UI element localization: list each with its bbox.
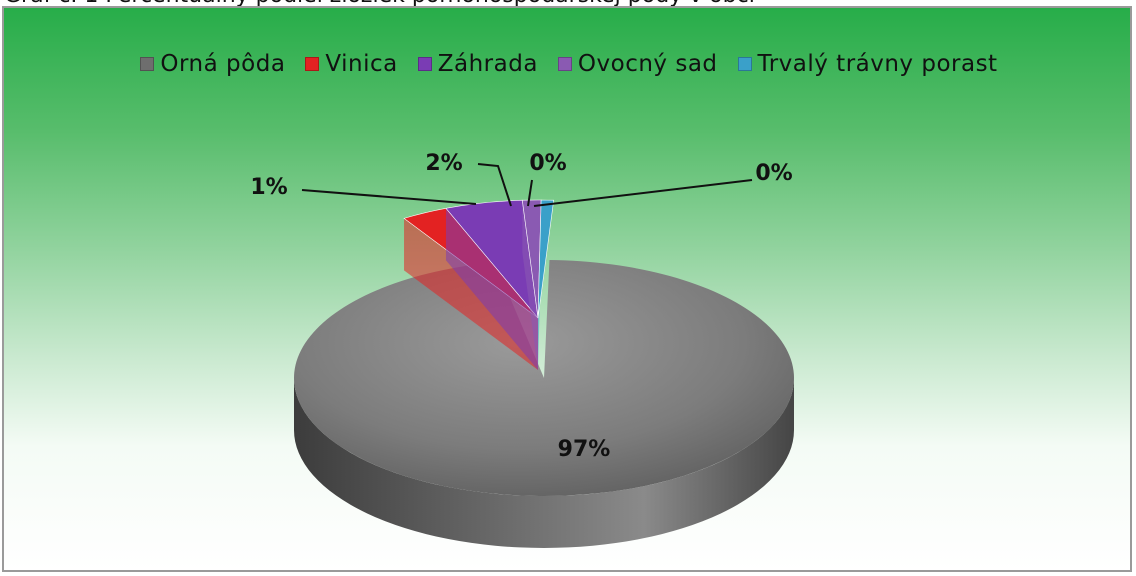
pie-slice-zahrada-side (445, 208, 538, 370)
legend-label: Ovocný sad (577, 51, 718, 77)
pie-slice-ovocny-sad-side (522, 200, 538, 370)
legend-item-zahrada: Záhrada (417, 51, 538, 77)
legend-label: Orná pôda (160, 51, 286, 77)
legend-swatch (140, 57, 155, 71)
legend-swatch (737, 57, 752, 71)
data-label-ovocny-sad: 0% (529, 151, 566, 176)
pie-chart: 97% 1% 2% 0% 0% (250, 151, 795, 548)
legend-label: Záhrada (437, 51, 538, 77)
legend-item-ovocny-sad: Ovocný sad (557, 51, 718, 77)
legend-swatch (557, 57, 572, 71)
data-label-orna-poda: 97% (558, 437, 611, 462)
legend-item-trvaly-travny-porast: Trvalý trávny porast (737, 51, 998, 77)
legend-swatch (305, 57, 320, 71)
data-label-vinica: 1% (250, 175, 287, 200)
legend-item-orna-poda: Orná pôda (140, 51, 285, 77)
chart-area: Orná pôda Vinica Záhrada Ovocný sad Trva… (2, 6, 1132, 572)
legend-label: Vinica (325, 51, 398, 77)
figure-caption: Graf č. 1 Percentuálny podiel zložiek po… (4, 0, 755, 8)
leader-line-ovocny-sad (527, 179, 533, 207)
pie-slice-side-orna-poda (294, 378, 794, 548)
leader-line-vinica (301, 189, 477, 205)
pie-slice-vinica-side (404, 218, 538, 370)
data-label-trvaly-travny-porast: 0% (755, 161, 792, 186)
pie-slice-orna-poda (294, 260, 795, 496)
leader-line-zahrada (477, 163, 512, 207)
pie-slice-trvaly-travny-porast (537, 199, 555, 319)
legend-swatch (417, 57, 432, 71)
legend-item-vinica: Vinica (305, 51, 397, 77)
leader-line-trvaly-travny-porast (533, 179, 753, 207)
data-label-zahrada: 2% (425, 151, 462, 176)
chart-legend: Orná pôda Vinica Záhrada Ovocný sad Trva… (4, 51, 1134, 77)
legend-label: Trvalý trávny porast (757, 51, 998, 77)
